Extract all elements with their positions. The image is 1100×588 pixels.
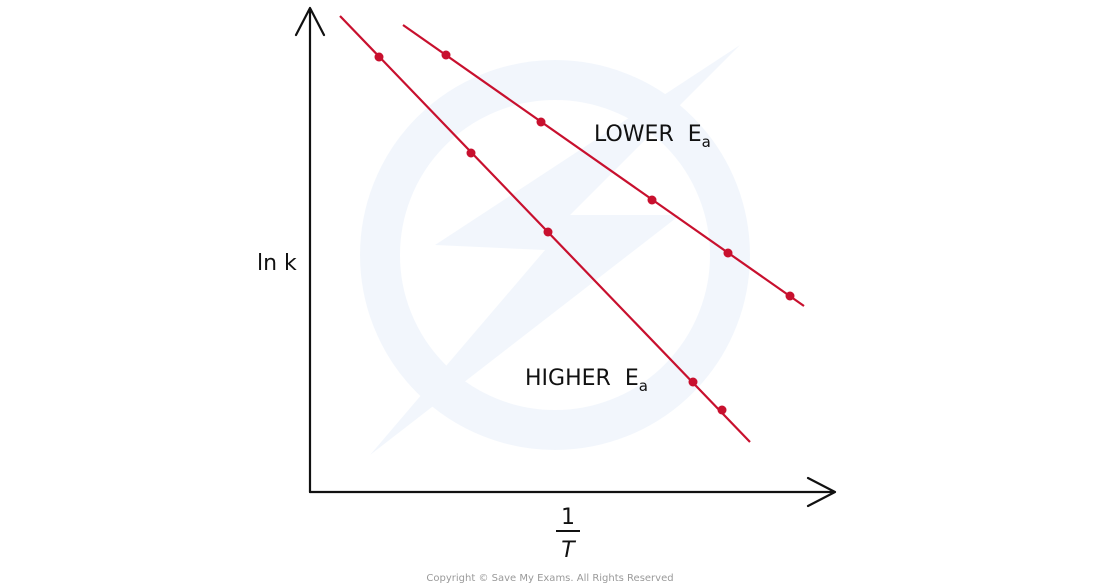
lower-ea-line (402, 24, 805, 307)
lower-ea-points (441, 50, 795, 301)
point (536, 117, 546, 127)
point (543, 227, 553, 237)
x-label-denominator: T (561, 538, 576, 563)
point (374, 52, 384, 62)
copyright: Copyright © Save My Exams. All Rights Re… (426, 573, 673, 584)
x-axis (308, 476, 837, 508)
symbol: E (625, 366, 639, 391)
higher-ea-label: HIGHER Ea (525, 366, 648, 395)
line-label: HIGHER (525, 366, 611, 391)
lower-ea-label: LOWER Ea (594, 122, 711, 151)
x-label-numerator: 1 (561, 505, 575, 530)
point (717, 405, 727, 415)
point (441, 50, 451, 60)
point (688, 377, 698, 387)
point (785, 291, 795, 301)
point (647, 195, 657, 205)
subscript: a (702, 133, 711, 151)
line-label: LOWER (594, 122, 674, 147)
symbol: E (688, 122, 702, 147)
watermark (360, 45, 750, 455)
y-axis-label: ln k (257, 251, 297, 276)
y-axis (294, 6, 326, 494)
point (466, 148, 476, 158)
point (723, 248, 733, 258)
higher-ea-points (374, 52, 727, 415)
subscript: a (639, 377, 648, 395)
